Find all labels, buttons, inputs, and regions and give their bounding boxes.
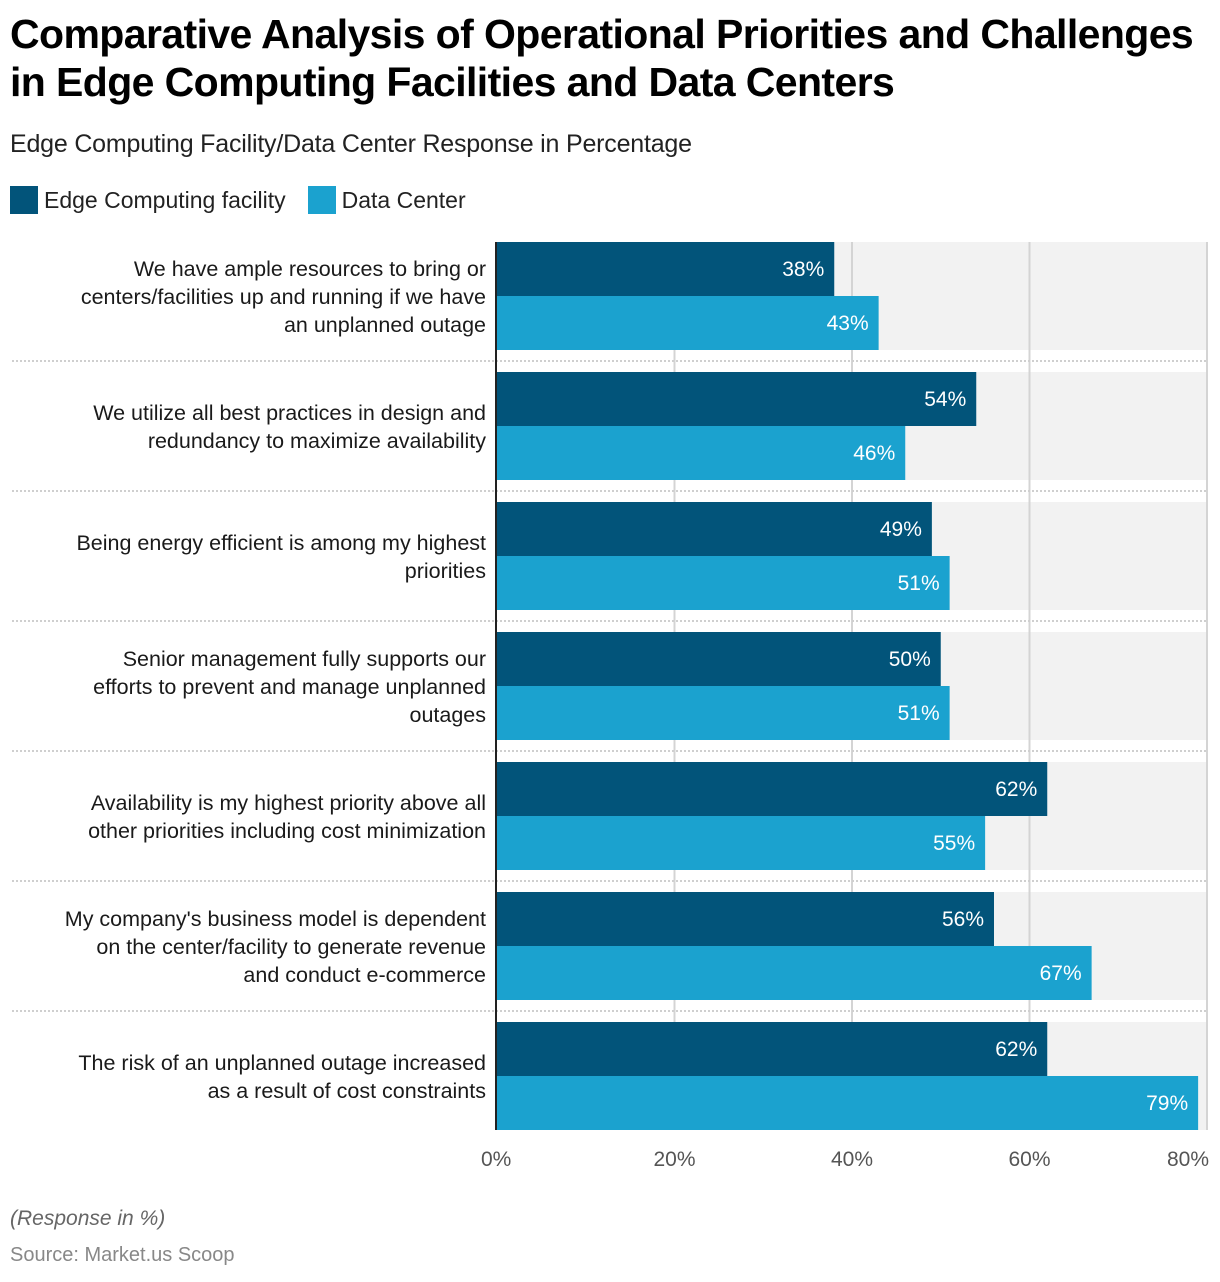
category-label: We utilize all best practices in design … [93,401,486,453]
category-label: My company's business model is dependent… [65,907,486,987]
value-label: 51% [898,572,940,595]
category-label-line: centers/facilities up and running if we … [81,285,486,309]
chart-title: Comparative Analysis of Operational Prio… [10,11,1194,105]
category-label-line: an unplanned outage [284,313,486,337]
bar-data-center[interactable] [497,426,906,480]
legend-label-edge: Edge Computing facility [44,186,286,213]
bar-edge-computing[interactable] [497,632,941,686]
value-labels: 38% 54% 49% 50% 62% 56% 62% 43% 46% 51% 51% 55% 67% 7… [782,258,1188,1115]
bar-edge-computing[interactable] [497,892,994,946]
source-note: Source: Market.us Scoop [10,1244,235,1266]
bar-edge-computing[interactable] [497,242,835,296]
legend-swatch-datacenter [307,186,336,214]
value-label: 56% [942,908,984,931]
category-label-line: redundancy to maximize availability [148,429,486,453]
value-label: 79% [1146,1092,1188,1115]
x-tick-label: 40% [831,1148,873,1171]
bar-edge-computing[interactable] [497,502,932,556]
category-labels: We have ample resources to bring or cente… [65,257,486,1103]
category-label: Senior management fully supports our effo… [93,647,486,727]
legend-item-edge[interactable]: Edge Computing facility [10,186,286,214]
bar-chart: 38% 54% 49% 50% 62% 56% 62% 43% 46% 51% 51% 55% 67% 7… [12,242,1209,1171]
value-label: 54% [924,388,966,411]
value-label: 50% [889,648,931,671]
category-label-line: outages [409,703,486,727]
value-label: 49% [880,518,922,541]
category-label-line: Availability is my highest priority abov… [91,791,486,815]
legend-item-datacenter[interactable]: Data Center [307,186,466,214]
x-tick-label: 20% [653,1148,695,1171]
bar-data-center[interactable] [497,816,986,870]
value-label: 55% [933,832,975,855]
value-label: 46% [853,442,895,465]
category-label-line: as a result of cost constraints [208,1079,486,1103]
bar-data-center[interactable] [497,296,879,350]
category-label-line: The risk of an unplanned outage increase… [78,1051,486,1075]
bar-edge-computing[interactable] [497,762,1048,816]
chart-subtitle: Edge Computing Facility/Data Center Resp… [10,130,692,158]
category-label-line: My company's business model is dependent [65,907,486,931]
bars [497,242,1199,1130]
category-label-line: efforts to prevent and manage unplanned [93,675,486,699]
category-label: The risk of an unplanned outage increase… [78,1051,486,1103]
bar-data-center[interactable] [497,556,950,610]
value-label: 43% [827,312,869,335]
category-label-line: We utilize all best practices in design … [93,401,486,425]
category-label-line: on the center/facility to generate reven… [96,935,486,959]
category-separators [12,360,1207,1012]
category-label-line: other priorities including cost minimiza… [88,819,486,843]
value-label: 51% [898,702,940,725]
category-label-line: We have ample resources to bring or [134,257,486,281]
legend-label-datacenter: Data Center [341,186,466,213]
bar-edge-computing[interactable] [497,1022,1048,1076]
x-tick-label: 0% [481,1148,511,1171]
value-label: 62% [995,778,1037,801]
legend-swatch-edge [10,186,38,214]
x-axis-ticks: 0% 20% 40% 60% 80% [481,1148,1209,1171]
value-label: 62% [995,1038,1037,1061]
bar-data-center[interactable] [497,686,950,740]
x-tick-label: 80% [1167,1148,1209,1171]
category-label-line: and conduct e-commerce [243,963,486,987]
legend: Edge Computing facility Data Center [10,186,488,214]
bar-edge-computing[interactable] [497,372,977,426]
bar-data-center[interactable] [497,1076,1199,1130]
bar-data-center[interactable] [497,946,1092,1000]
value-label: 67% [1040,962,1082,985]
category-label-line: Senior management fully supports our [123,647,486,671]
value-label: 38% [782,258,824,281]
category-label: We have ample resources to bring or cente… [81,257,486,337]
footnote: (Response in %) [10,1207,166,1230]
category-label-line: Being energy efficient is among my highe… [76,531,486,555]
category-label-line: priorities [405,559,486,583]
x-tick-label: 60% [1008,1148,1050,1171]
category-label: Availability is my highest priority abov… [88,791,486,843]
category-label: Being energy efficient is among my highe… [76,531,486,583]
